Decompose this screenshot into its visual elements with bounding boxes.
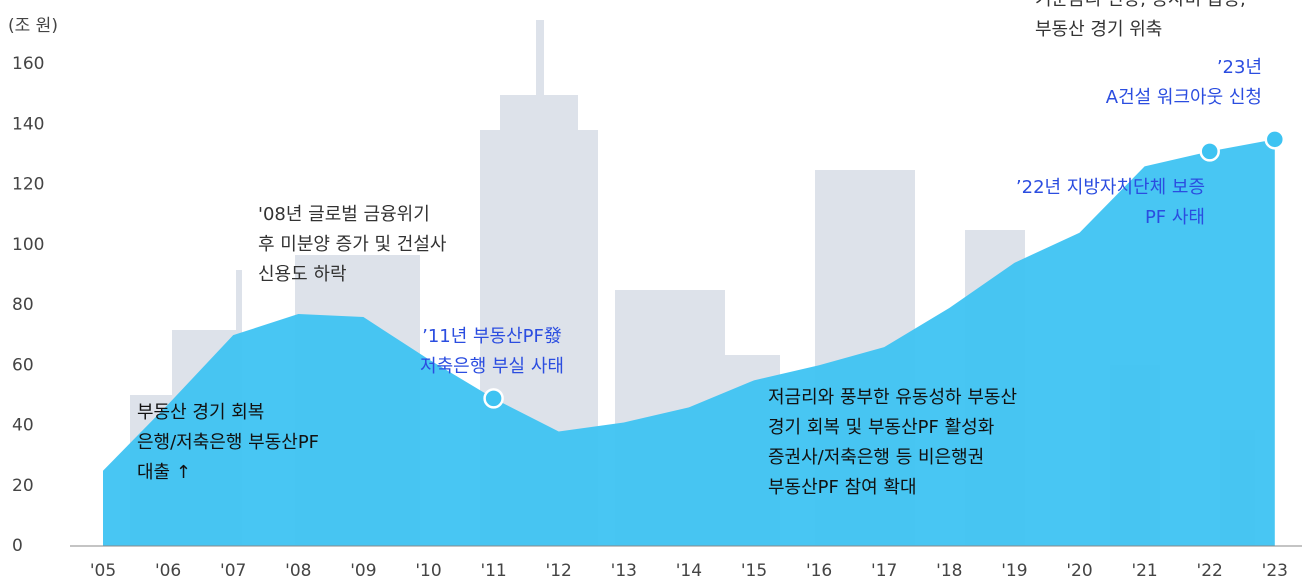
annotation: 저금리와 풍부한 유동성하 부동산 (768, 387, 1017, 408)
y-tick-label: 80 (12, 295, 34, 315)
x-tick-label: '15 (741, 561, 767, 581)
annotation: 대출 ↑ (137, 462, 191, 483)
annotation: 증권사/저축은행 등 비은행권 (768, 447, 984, 468)
y-tick-label: 60 (12, 355, 34, 375)
highlight-point (1264, 129, 1286, 150)
annotation: ’22년 지방자치단체 보증 (1016, 177, 1205, 198)
x-tick-label: '21 (1131, 561, 1157, 581)
annotation: 부동산 경기 회복 (137, 402, 264, 423)
x-tick-label: '17 (871, 561, 897, 581)
y-axis-label: (조 원) (8, 16, 58, 36)
y-tick-label: 160 (12, 54, 44, 74)
x-tick-label: '20 (1066, 561, 1092, 581)
annotation: ’11년 부동산PF發 (422, 326, 562, 347)
y-tick-label: 20 (12, 476, 34, 496)
x-tick-label: '08 (285, 561, 311, 581)
x-tick-label: '06 (155, 561, 181, 581)
annotation: 부동산PF 참여 확대 (768, 477, 917, 498)
x-tick-label: '14 (676, 561, 702, 581)
annotation: 은행/저축은행 부동산PF (137, 432, 319, 453)
highlight-point (483, 388, 504, 409)
annotation: '08년 글로벌 금융위기 (258, 204, 430, 225)
x-tick-label: '13 (611, 561, 637, 581)
y-tick-label: 0 (12, 536, 23, 556)
x-tick-label: '12 (546, 561, 572, 581)
x-tick-label: '19 (1001, 561, 1027, 581)
y-tick-label: 40 (12, 416, 34, 436)
y-tick-label: 120 (12, 175, 44, 195)
x-tick-label: '05 (90, 561, 116, 581)
x-tick-label: '18 (936, 561, 962, 581)
x-tick-label: '10 (415, 561, 441, 581)
area (103, 139, 1275, 546)
y-tick-label: 140 (12, 114, 44, 134)
annotation: PF 사태 (1145, 207, 1205, 228)
annotation: 부동산 경기 위축 (1035, 19, 1162, 40)
x-tick-label: '09 (350, 561, 376, 581)
annotation: 신용도 하락 (258, 264, 347, 285)
x-tick-label: '22 (1197, 561, 1223, 581)
annotation: A건설 워크아웃 신청 (1106, 87, 1262, 108)
x-tick-label: '07 (220, 561, 246, 581)
y-tick-label: 100 (12, 235, 44, 255)
annotation: 저축은행 부실 사태 (420, 356, 564, 377)
annotation: 기준금리 인상, 공사비 급등, (1035, 0, 1246, 10)
annotation: 후 미분양 증가 및 건설사 (258, 234, 447, 255)
x-tick-label: '23 (1262, 561, 1288, 581)
x-tick-label: '11 (480, 561, 506, 581)
annotation: ’23년 (1217, 57, 1262, 78)
x-tick-label: '16 (806, 561, 832, 581)
highlight-point (1199, 141, 1220, 162)
annotation: 경기 회복 및 부동산PF 활성화 (768, 417, 994, 438)
